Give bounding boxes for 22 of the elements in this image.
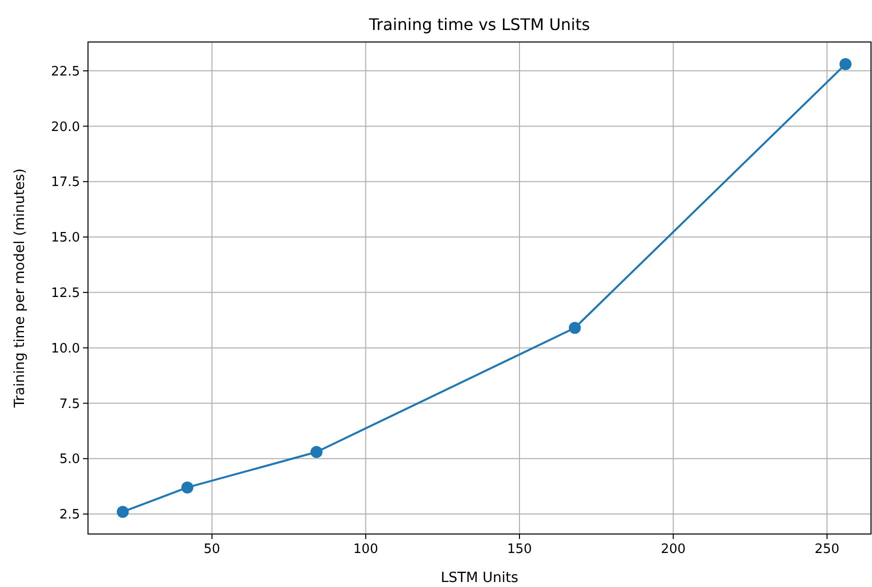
y-tick-label: 12.5 [51, 286, 80, 301]
point [839, 58, 852, 70]
y-tick-label: 15.0 [51, 230, 80, 246]
y-tick-label: 20.0 [51, 120, 80, 135]
y-tick-label: 22.5 [51, 64, 80, 80]
x-tick-label: 100 [353, 542, 378, 557]
x-tick-label: 250 [814, 542, 840, 557]
y-tick-label: 7.5 [59, 396, 80, 412]
point [568, 322, 581, 334]
x-tick-label: 150 [507, 542, 532, 557]
x-axis-title: LSTM Units [440, 570, 518, 586]
point [116, 506, 129, 518]
y-tick-label: 2.5 [59, 508, 80, 523]
chart-title: Training time vs LSTM Units [368, 15, 590, 34]
point [310, 446, 323, 458]
point [181, 481, 194, 494]
y-tick-label: 17.5 [51, 175, 80, 190]
y-tick-label: 5.0 [59, 452, 80, 468]
y-tick-label: 10.0 [51, 341, 80, 356]
x-tick-label: 50 [204, 542, 220, 557]
x-tick-label: 200 [660, 542, 686, 557]
y-axis-title: Training time per model (minutes) [12, 168, 28, 409]
